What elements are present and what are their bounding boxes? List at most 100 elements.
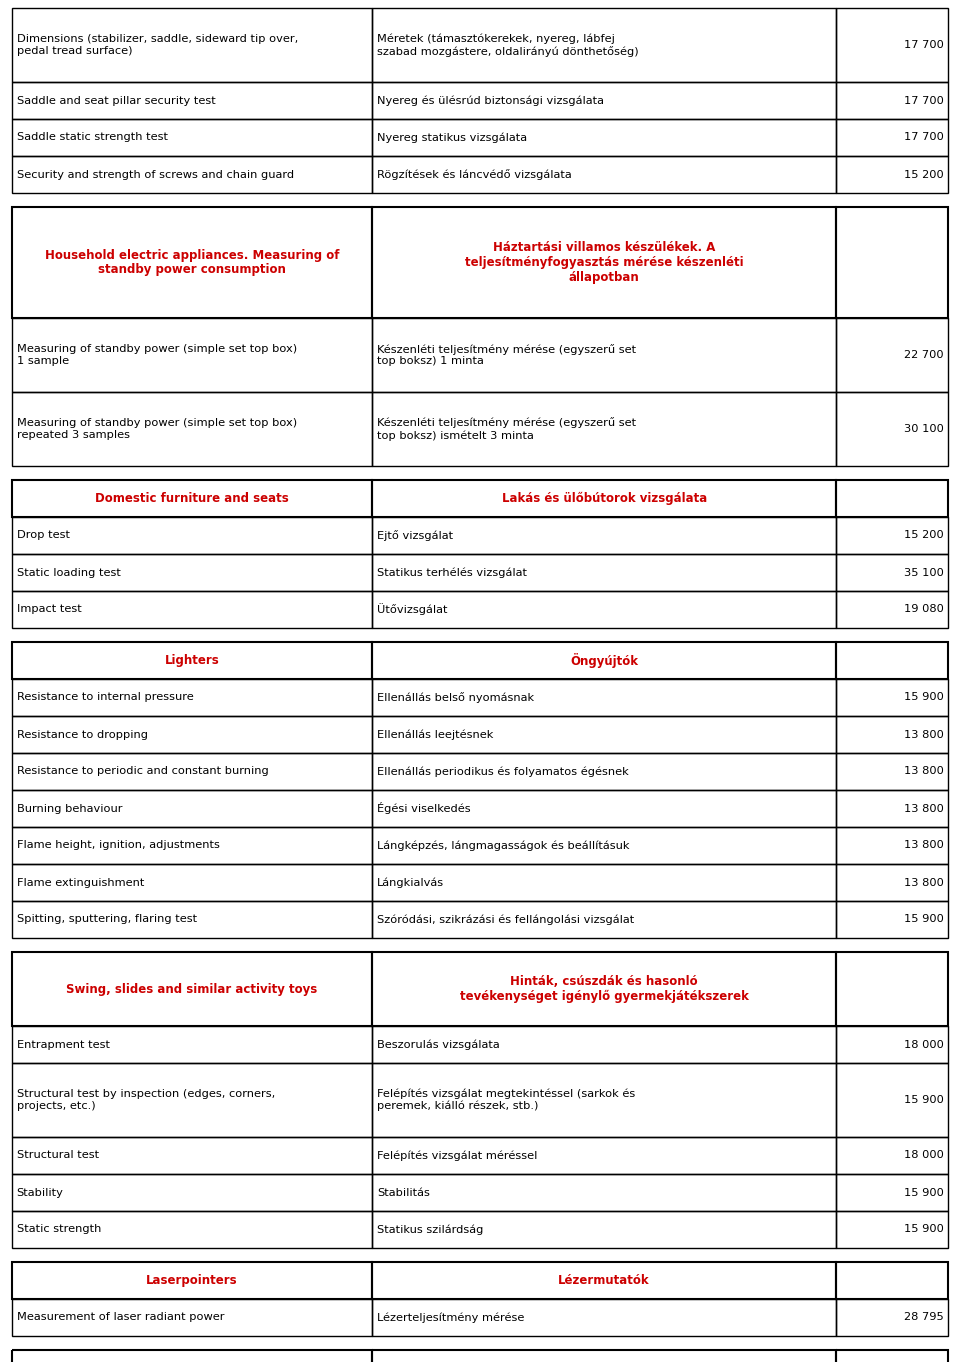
Bar: [836, 317, 948, 392]
Bar: [12, 591, 372, 628]
Bar: [12, 207, 372, 317]
Text: Ellenállás belső nyomásnak: Ellenállás belső nyomásnak: [377, 692, 535, 703]
Text: Stability: Stability: [16, 1188, 63, 1197]
Text: 13 800: 13 800: [903, 877, 944, 888]
Text: Készenléti teljesítmény mérése (egyszerű set
top boksz) ismételt 3 minta: Készenléti teljesítmény mérése (egyszerű…: [377, 417, 636, 440]
Bar: [12, 554, 372, 591]
Bar: [836, 479, 948, 518]
Bar: [836, 1137, 948, 1174]
Text: 15 200: 15 200: [903, 531, 944, 541]
Bar: [836, 827, 948, 864]
Bar: [836, 952, 948, 1026]
Bar: [372, 1299, 836, 1336]
Bar: [836, 1026, 948, 1062]
Text: Ellenállás periodikus és folyamatos égésnek: Ellenállás periodikus és folyamatos égés…: [377, 767, 629, 776]
Text: 18 000: 18 000: [903, 1151, 944, 1160]
Text: 13 800: 13 800: [903, 804, 944, 813]
Bar: [12, 753, 372, 790]
Text: Swing, slides and similar activity toys: Swing, slides and similar activity toys: [66, 982, 318, 996]
Bar: [372, 1062, 836, 1137]
Bar: [836, 554, 948, 591]
Bar: [836, 642, 948, 680]
Text: 18 000: 18 000: [903, 1039, 944, 1050]
Text: Felépítés vizsgálat megtekintéssel (sarkok és
peremek, kiálló részek, stb.): Felépítés vizsgálat megtekintéssel (sark…: [377, 1088, 636, 1111]
Bar: [372, 1350, 836, 1362]
Bar: [836, 157, 948, 193]
Text: Lakás és ülőbútorok vizsgálata: Lakás és ülőbútorok vizsgálata: [501, 492, 707, 505]
Bar: [12, 479, 372, 518]
Text: Lézerteljesítmény mérése: Lézerteljesítmény mérése: [377, 1312, 524, 1323]
Bar: [372, 716, 836, 753]
Bar: [372, 1211, 836, 1248]
Bar: [12, 82, 372, 118]
Text: 17 700: 17 700: [903, 95, 944, 105]
Text: Static strength: Static strength: [16, 1224, 101, 1234]
Bar: [372, 591, 836, 628]
Text: Szóródási, szikrázási és fellángolási vizsgálat: Szóródási, szikrázási és fellángolási vi…: [377, 914, 635, 925]
Text: 15 900: 15 900: [903, 1095, 944, 1105]
Bar: [12, 8, 372, 82]
Bar: [836, 1062, 948, 1137]
Bar: [836, 591, 948, 628]
Bar: [372, 82, 836, 118]
Bar: [372, 1137, 836, 1174]
Text: 35 100: 35 100: [903, 568, 944, 577]
Text: 15 900: 15 900: [903, 692, 944, 703]
Bar: [372, 479, 836, 518]
Bar: [12, 518, 372, 554]
Bar: [836, 392, 948, 466]
Bar: [12, 1174, 372, 1211]
Bar: [836, 864, 948, 902]
Bar: [372, 753, 836, 790]
Text: Measuring of standby power (simple set top box)
repeated 3 samples: Measuring of standby power (simple set t…: [16, 418, 297, 440]
Bar: [372, 317, 836, 392]
Bar: [836, 82, 948, 118]
Text: Drop test: Drop test: [16, 531, 69, 541]
Bar: [372, 392, 836, 466]
Text: Spitting, sputtering, flaring test: Spitting, sputtering, flaring test: [16, 914, 197, 925]
Bar: [12, 680, 372, 716]
Text: 17 700: 17 700: [903, 39, 944, 50]
Bar: [836, 1211, 948, 1248]
Bar: [372, 1263, 836, 1299]
Text: Domestic furniture and seats: Domestic furniture and seats: [95, 492, 289, 505]
Text: Dimensions (stabilizer, saddle, sideward tip over,
pedal tread surface): Dimensions (stabilizer, saddle, sideward…: [16, 34, 298, 56]
Bar: [372, 902, 836, 938]
Bar: [12, 1137, 372, 1174]
Bar: [12, 827, 372, 864]
Bar: [12, 392, 372, 466]
Text: 19 080: 19 080: [903, 605, 944, 614]
Text: Statikus terhélés vizsgálat: Statikus terhélés vizsgálat: [377, 567, 527, 577]
Text: Nyereg és ülésrúd biztonsági vizsgálata: Nyereg és ülésrúd biztonsági vizsgálata: [377, 95, 604, 106]
Bar: [12, 716, 372, 753]
Text: Ellenállás leejtésnek: Ellenállás leejtésnek: [377, 729, 493, 740]
Text: Measurement of laser radiant power: Measurement of laser radiant power: [16, 1313, 224, 1323]
Text: Measuring of standby power (simple set top box)
1 sample: Measuring of standby power (simple set t…: [16, 345, 297, 366]
Text: Structural test: Structural test: [16, 1151, 99, 1160]
Text: 13 800: 13 800: [903, 767, 944, 776]
Text: Structural test by inspection (edges, corners,
projects, etc.): Structural test by inspection (edges, co…: [16, 1090, 275, 1111]
Text: Lézermutatók: Lézermutatók: [559, 1273, 650, 1287]
Text: 15 200: 15 200: [903, 169, 944, 180]
Bar: [12, 952, 372, 1026]
Bar: [372, 207, 836, 317]
Text: Stabilitás: Stabilitás: [377, 1188, 430, 1197]
Bar: [372, 8, 836, 82]
Bar: [12, 642, 372, 680]
Text: Lángképzés, lángmagasságok és beállításuk: Lángképzés, lángmagasságok és beállításu…: [377, 840, 630, 851]
Bar: [12, 1211, 372, 1248]
Text: Beszorulás vizsgálata: Beszorulás vizsgálata: [377, 1039, 500, 1050]
Text: Öngyújtók: Öngyújtók: [570, 652, 638, 667]
Text: 15 900: 15 900: [903, 1188, 944, 1197]
Bar: [836, 1263, 948, 1299]
Bar: [12, 902, 372, 938]
Bar: [836, 902, 948, 938]
Bar: [12, 864, 372, 902]
Bar: [372, 642, 836, 680]
Text: Resistance to internal pressure: Resistance to internal pressure: [16, 692, 193, 703]
Bar: [372, 952, 836, 1026]
Text: Rögzítések és láncvédő vizsgálata: Rögzítések és láncvédő vizsgálata: [377, 169, 572, 180]
Bar: [836, 8, 948, 82]
Bar: [836, 1299, 948, 1336]
Text: Flame height, ignition, adjustments: Flame height, ignition, adjustments: [16, 840, 220, 850]
